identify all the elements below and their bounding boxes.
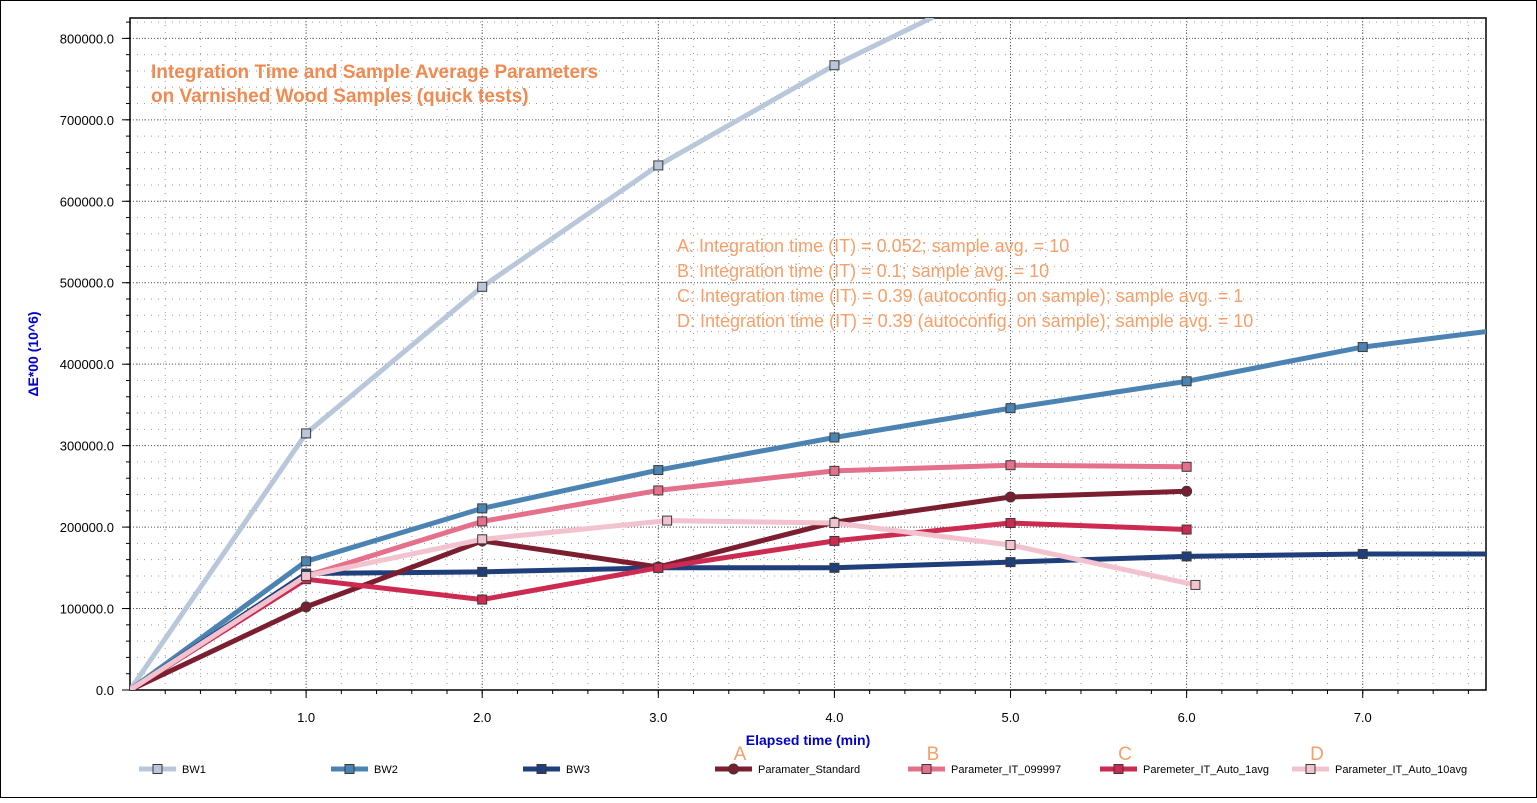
data-point: [1181, 524, 1192, 535]
data-point: [477, 503, 488, 514]
legend-marker: [536, 764, 547, 774]
data-point: [1190, 579, 1201, 590]
annotation-line: B: Integration time (IT) = 0.1; sample a…: [677, 261, 1049, 281]
data-point: [1357, 548, 1368, 559]
legend-label: Parameter_IT_Auto_10avg: [1335, 764, 1467, 776]
data-point: [1181, 461, 1192, 472]
data-point: [829, 432, 840, 443]
legend-item-Paramater_Standard: Paramater_Standard A: [715, 744, 860, 776]
data-point: [1005, 557, 1016, 568]
legend: BW1 BW2 BW3 Paramater_Standard A Parameter_IT…: [139, 744, 1467, 776]
data-point: [301, 556, 312, 567]
plot-frame: [129, 17, 1487, 691]
data-point: [829, 562, 840, 573]
legend-item-BW2: BW2: [331, 764, 398, 776]
legend-letter: A: [734, 744, 747, 765]
x-tick-label: 5.0: [1001, 710, 1019, 725]
data-point: [1005, 540, 1016, 551]
x-tick-label: 6.0: [1178, 710, 1196, 725]
data-point: [1005, 491, 1017, 503]
legend-letter: C: [1118, 744, 1132, 765]
x-tick-label: 2.0: [473, 710, 491, 725]
text-layer: Elapsed time (min) ΔE*00 (10^6) Integratio…: [25, 62, 1253, 748]
legend-marker: [1305, 764, 1316, 774]
legend-label: Paramater_Standard: [758, 764, 860, 776]
legend-marker: [728, 763, 739, 775]
y-tick-label: 600000.0: [60, 194, 114, 209]
data-point: [1181, 376, 1192, 387]
y-tick-label: 400000.0: [60, 357, 114, 372]
legend-marker: [921, 764, 932, 774]
y-axis-label: ΔE*00 (10^6): [25, 311, 41, 396]
data-point: [301, 570, 312, 581]
data-point: [1005, 403, 1016, 414]
data-point: [1005, 460, 1016, 471]
data-point: [477, 281, 488, 292]
chart-title-line: Integration Time and Sample Average Para…: [151, 62, 598, 83]
series-layer: [130, 18, 1486, 690]
x-tick-label: 4.0: [825, 710, 843, 725]
series-BW1: [130, 18, 934, 690]
data-point: [301, 428, 312, 439]
series-line: [130, 18, 934, 690]
legend-marker: [344, 764, 355, 774]
legend-marker: [152, 764, 163, 774]
grid-layer: [130, 18, 1486, 690]
data-point: [829, 518, 840, 529]
data-point: [1005, 518, 1016, 529]
x-axis-label: Elapsed time (min): [746, 732, 870, 748]
data-point: [653, 562, 664, 573]
data-point: [477, 566, 488, 577]
data-point: [653, 160, 664, 171]
data-point: [477, 594, 488, 605]
legend-item-Paremeter_IT_Auto_1avg: Paremeter_IT_Auto_1avg C: [1100, 744, 1269, 776]
data-point: [653, 485, 664, 496]
y-tick-label: 0.0: [96, 683, 114, 698]
annotation-line: D: Integration time (IT) = 0.39 (autocon…: [677, 311, 1253, 331]
legend-item-BW3: BW3: [523, 764, 590, 776]
legend-label: BW3: [566, 764, 590, 776]
y-tick-label: 500000.0: [60, 276, 114, 291]
annotation-line: A: Integration time (IT) = 0.052; sample…: [677, 236, 1069, 256]
y-tick-label: 300000.0: [60, 439, 114, 454]
legend-label: Parameter_IT_099997: [951, 764, 1061, 776]
legend-marker: [1113, 764, 1124, 774]
legend-label: Paremeter_IT_Auto_1avg: [1143, 764, 1269, 776]
data-point: [829, 465, 840, 476]
legend-label: BW2: [374, 764, 398, 776]
annotation-line: C: Integration time (IT) = 0.39 (autocon…: [677, 286, 1243, 306]
y-tick-label: 800000.0: [60, 31, 114, 46]
data-point: [829, 60, 840, 71]
data-point: [477, 516, 488, 527]
y-tick-label: 700000.0: [60, 113, 114, 128]
data-point: [477, 534, 488, 545]
y-tick-label: 100000.0: [60, 602, 114, 617]
data-point: [300, 601, 312, 613]
data-point: [653, 465, 664, 476]
legend-item-Parameter_IT_099997: Parameter_IT_099997 B: [908, 744, 1061, 776]
legend-letter: D: [1310, 744, 1324, 765]
data-point: [662, 515, 673, 526]
legend-letter: B: [927, 744, 940, 765]
data-point: [1181, 485, 1193, 497]
y-tick-label: 200000.0: [60, 520, 114, 535]
series-Parameter_IT_Auto_10avg: [130, 515, 1201, 690]
plot-background: [130, 18, 1486, 690]
legend-item-BW1: BW1: [139, 764, 206, 776]
series-BW2: [130, 329, 1486, 690]
data-point: [1357, 342, 1368, 353]
x-tick-label: 7.0: [1354, 710, 1372, 725]
legend-label: BW1: [182, 764, 206, 776]
chart-title-line: on Varnished Wood Samples (quick tests): [151, 86, 529, 107]
data-point: [829, 535, 840, 546]
x-tick-label: 3.0: [649, 710, 667, 725]
x-tick-label: 1.0: [297, 710, 315, 725]
data-point: [1181, 551, 1192, 562]
legend-item-Parameter_IT_Auto_10avg: Parameter_IT_Auto_10avg D: [1292, 744, 1467, 776]
